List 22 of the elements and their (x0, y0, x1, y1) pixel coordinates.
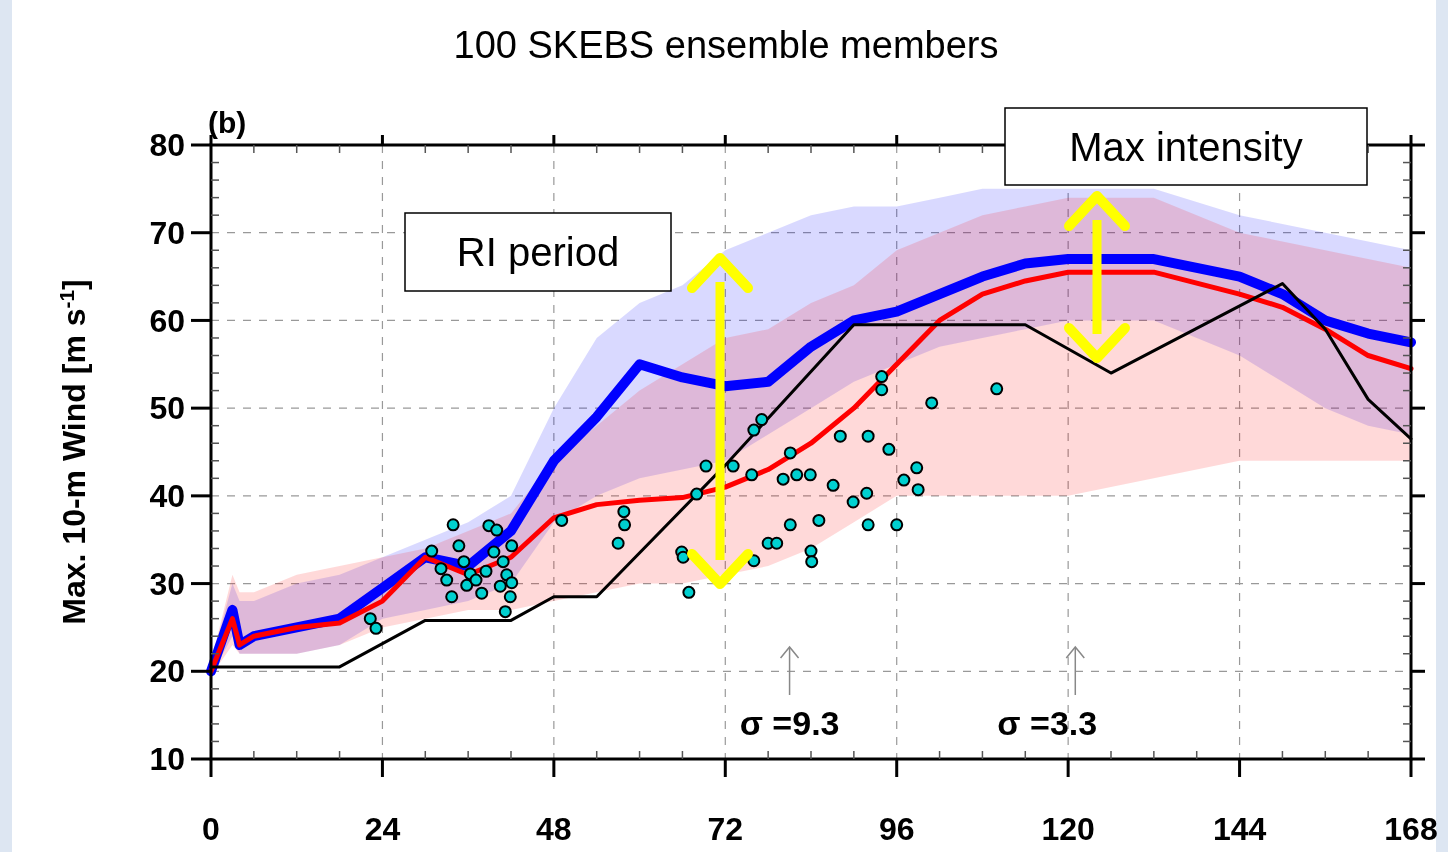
annotation: σ =3.3 (997, 704, 1098, 742)
y-tick-label: 50 (149, 390, 185, 427)
y-tick-label: 80 (149, 127, 185, 164)
y-tick-label: 40 (149, 478, 185, 515)
x-tick-label: 96 (878, 811, 915, 847)
chart-title: 100 SKEBS ensemble members (453, 24, 999, 66)
y-tick-label: 30 (149, 565, 185, 602)
annotation: Max intensity (1069, 125, 1303, 169)
text: (b) (208, 106, 247, 139)
annotation: σ =9.3 (739, 704, 840, 742)
x-tick-label: 0 (202, 811, 220, 847)
x-tick-label: 48 (536, 811, 572, 847)
x-tick-label: 24 (364, 811, 401, 847)
y-tick-label: 70 (149, 214, 185, 251)
y-tick-label: 20 (149, 653, 185, 690)
annotation: RI period (456, 230, 620, 274)
y-tick-label: 60 (149, 302, 185, 339)
x-tick-label: 120 (1041, 811, 1095, 847)
x-tick-label: 72 (707, 811, 744, 847)
x-tick-label: 144 (1212, 811, 1267, 847)
y-tick-label: 10 (149, 741, 185, 778)
x-tick-label: 168 (1384, 811, 1438, 847)
